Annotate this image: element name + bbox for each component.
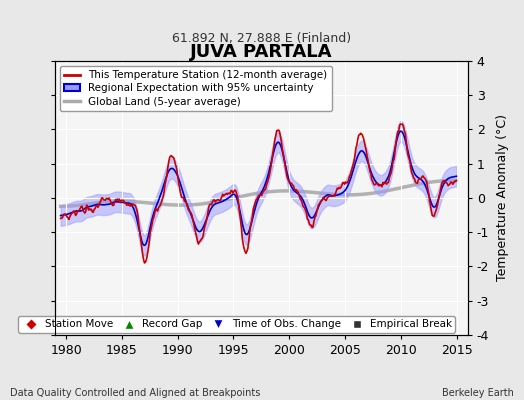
Legend: Station Move, Record Gap, Time of Obs. Change, Empirical Break: Station Move, Record Gap, Time of Obs. C… [18, 316, 455, 332]
Text: 61.892 N, 27.888 E (Finland): 61.892 N, 27.888 E (Finland) [172, 32, 352, 45]
Text: Data Quality Controlled and Aligned at Breakpoints: Data Quality Controlled and Aligned at B… [10, 388, 261, 398]
Y-axis label: Temperature Anomaly (°C): Temperature Anomaly (°C) [496, 114, 509, 282]
Title: JUVA PARTALA: JUVA PARTALA [190, 43, 333, 61]
Text: Berkeley Earth: Berkeley Earth [442, 388, 514, 398]
